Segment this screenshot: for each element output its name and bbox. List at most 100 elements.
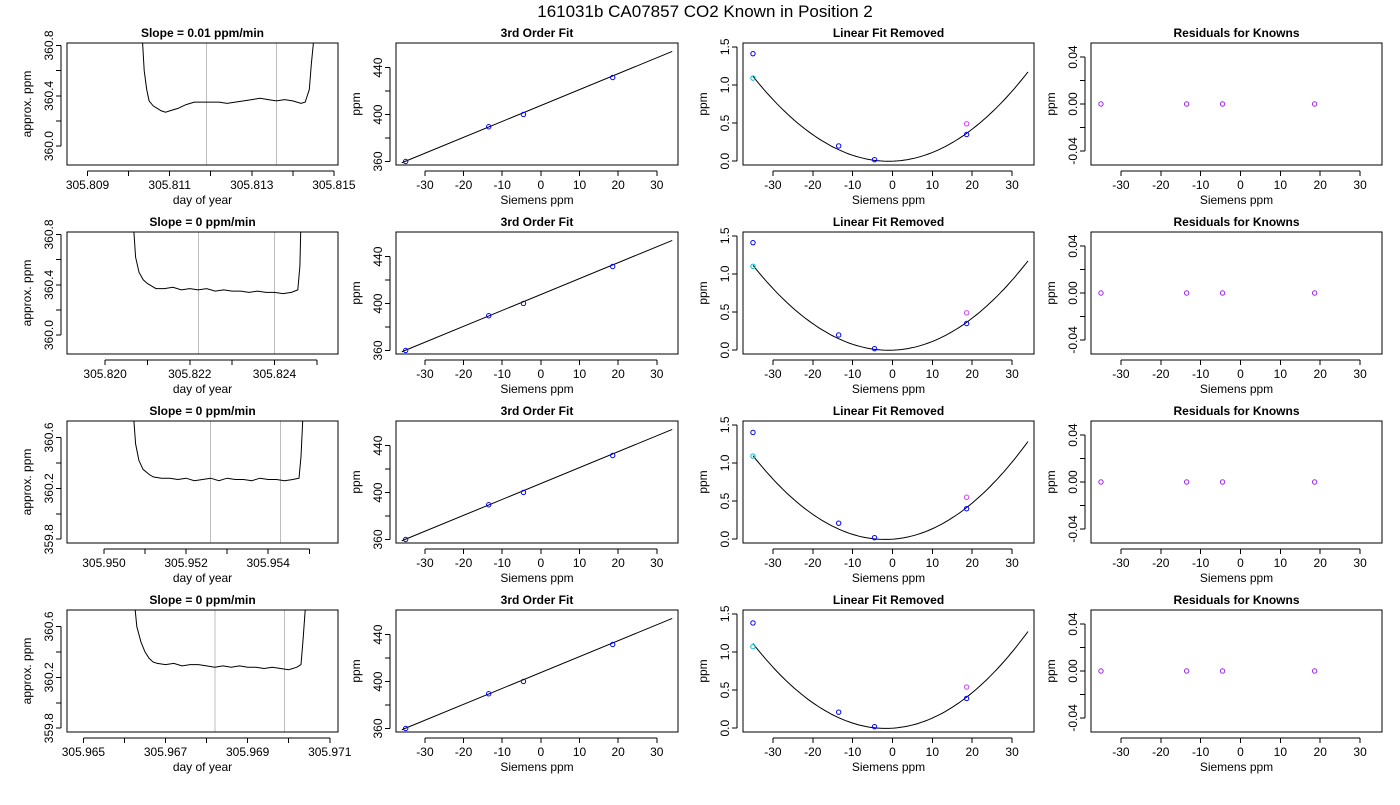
data-point [486,124,492,130]
data-point [871,156,878,163]
data-point [871,345,878,352]
x-tick-label: -30 [1112,178,1130,192]
x-tick-label: 305.811 [148,178,191,192]
y-tick-label: 0.00 [1066,470,1080,494]
y-tick-label: 400 [371,293,385,313]
data-point [871,534,878,541]
data-point [963,695,970,702]
x-tick-label: 305.969 [226,745,270,759]
panel-frame [1090,420,1383,544]
y-tick-label: 360.0 [42,320,56,350]
fit-line [401,428,673,542]
data-point [486,502,492,508]
data-point [402,536,409,543]
x-tick-label: -10 [494,745,512,759]
y-tick-label: 1.5 [718,38,732,55]
x-tick-label: 0 [538,178,545,192]
x-tick-label: 30 [1005,178,1019,192]
panel-title: Slope = 0 ppm/min [149,404,255,418]
data-point [835,332,842,338]
x-tick-label: 305.965 [62,745,106,759]
x-tick-label: 10 [1274,367,1288,381]
x-tick-label: 305.824 [253,367,297,381]
data-point [963,684,970,690]
fit-line [401,617,673,731]
panel-title: Slope = 0 ppm/min [149,593,255,607]
y-tick-label: 360 [371,151,385,171]
x-axis-label: day of year [173,760,232,774]
x-tick-label: 10 [926,367,940,381]
y-tick-label: 0.5 [718,303,732,320]
y-tick-label: 0.04 [1066,234,1080,258]
x-tick-label: -30 [416,745,434,759]
y-tick-label: 359.8 [42,524,56,554]
panel-r4-c3: Linear Fit Removed -30 -20 -10 0 10 20 30 Siemen… [696,593,1035,774]
panel-r3-c1: Slope = 0 ppm/min 305.950 305.952 305.954 da… [20,404,339,585]
x-tick-label: 30 [1353,178,1367,192]
x-axis-label: Siemens ppm [500,760,573,774]
x-tick-label: 0 [889,745,896,759]
x-tick-label: -20 [804,745,822,759]
series-line [133,421,304,482]
y-tick-label: 360.8 [42,219,56,249]
x-tick-label: 305.954 [247,556,291,570]
data-point [750,429,756,436]
panel-frame [395,42,679,166]
y-axis-label: approx. ppm [20,449,34,516]
data-point [1219,101,1226,107]
x-tick-label: -10 [844,556,862,570]
panel-frame [66,420,339,544]
data-point [750,643,756,650]
y-tick-label: 1.0 [718,76,732,93]
y-tick-label: 400 [371,671,385,691]
y-axis-label: ppm [696,92,710,115]
x-tick-label: -30 [416,178,434,192]
data-point [1183,668,1190,674]
data-point [963,320,970,327]
y-axis-label: ppm [696,281,710,304]
data-point [750,263,756,270]
x-axis-label: Siemens ppm [1200,571,1273,585]
x-tick-label: 30 [1005,556,1019,570]
x-tick-label: 0 [538,745,545,759]
panel-title: 3rd Order Fit [501,215,574,229]
data-point [1311,101,1318,107]
x-tick-label: -10 [494,367,512,381]
data-point [520,678,527,685]
x-tick-label: 20 [611,745,625,759]
y-tick-label: 360.6 [42,611,56,641]
data-point [1098,101,1104,107]
x-tick-label: -20 [1152,367,1170,381]
y-tick-label: 0.00 [1066,281,1080,305]
x-tick-label: 20 [1314,745,1328,759]
x-axis-label: Siemens ppm [500,382,573,396]
x-tick-label: -10 [494,178,512,192]
x-tick-label: -20 [804,556,822,570]
x-tick-label: -20 [1152,556,1170,570]
y-tick-label: 440 [371,246,385,266]
x-axis-label: day of year [173,382,232,396]
x-tick-label: 10 [926,556,940,570]
panel-r1-c2: 3rd Order Fit -30 -20 -10 0 10 20 30 Siemens ppm… [349,26,679,207]
panel-r2-c4: Residuals for Knowns -30 -20 -10 0 10 20 30 Siem… [1044,215,1383,396]
x-tick-label: -10 [1192,556,1210,570]
y-tick-label: 0.0 [718,720,732,737]
y-tick-label: -0.04 [1066,515,1080,543]
y-tick-label: 360.2 [42,473,56,503]
x-tick-label: 10 [1274,745,1288,759]
data-point [963,121,970,127]
x-tick-label: -30 [416,367,434,381]
x-tick-label: 30 [1353,556,1367,570]
y-tick-label: 359.8 [42,713,56,743]
x-axis-label: Siemens ppm [1200,193,1273,207]
panel-title: Linear Fit Removed [833,26,944,40]
panel-frame [395,231,679,355]
y-tick-label: 0.5 [718,114,732,131]
panel-frame [395,420,679,544]
y-axis-label: ppm [349,92,363,115]
x-tick-label: 305.809 [66,178,110,192]
y-tick-label: 360.0 [42,131,56,161]
x-tick-label: 20 [966,556,980,570]
y-tick-label: 0.5 [718,492,732,509]
x-tick-label: -20 [1152,178,1170,192]
